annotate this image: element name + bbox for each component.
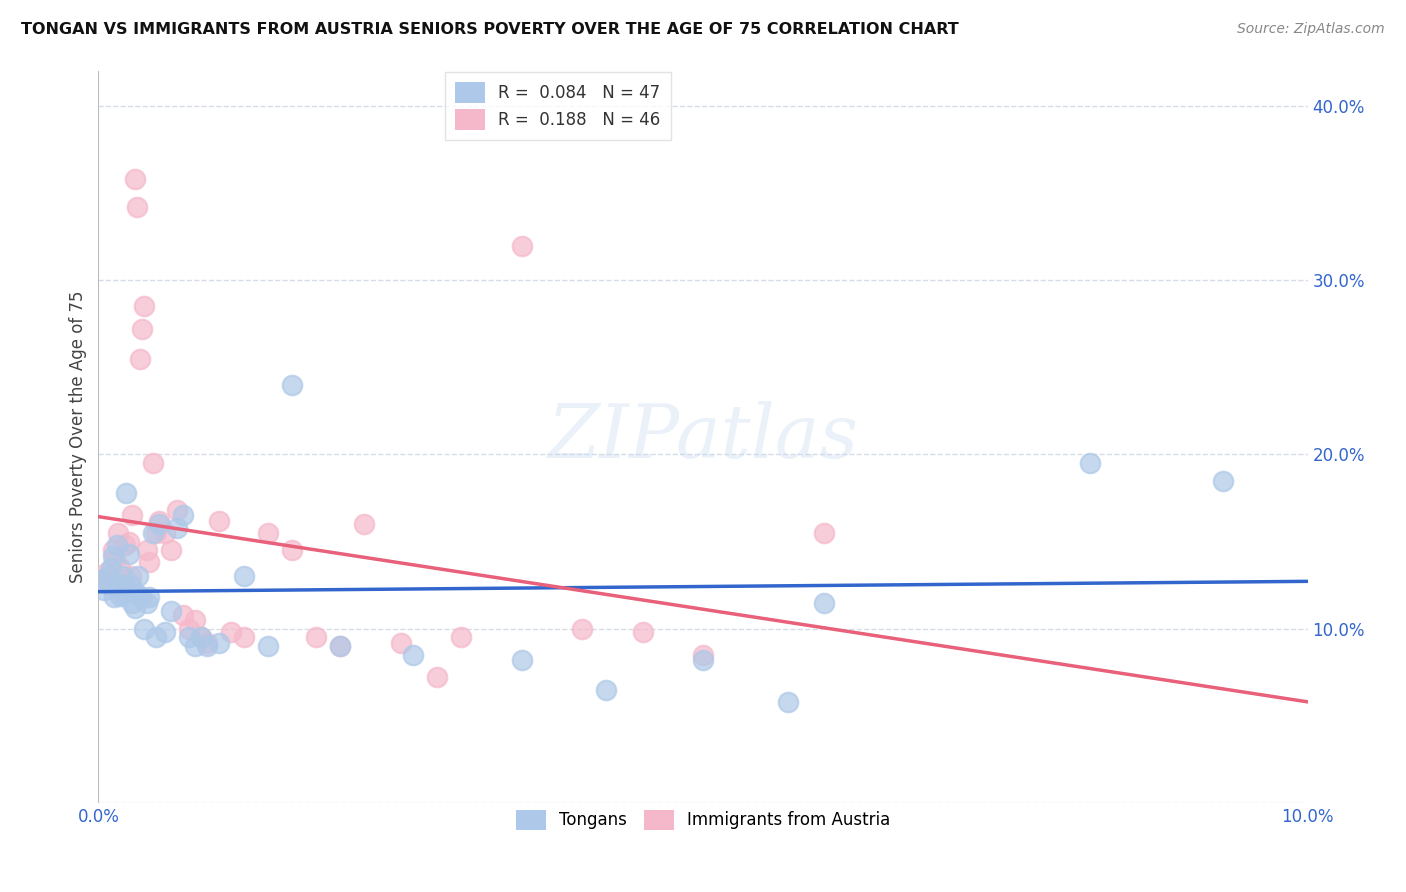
Y-axis label: Seniors Poverty Over the Age of 75: Seniors Poverty Over the Age of 75 (69, 291, 87, 583)
Point (100, 560, 122, 574)
Point (166, 521, 188, 535)
Point (232, 569, 254, 583)
Point (120, 569, 142, 583)
Point (256, 525, 278, 540)
Point (184, 639, 207, 653)
Point (145, 631, 167, 645)
Point (232, 631, 254, 645)
Point (160, 604, 183, 618)
Point (329, 639, 352, 653)
Point (510, 653, 533, 667)
Point (692, 653, 714, 667)
Point (111, 578, 134, 592)
Point (813, 525, 835, 540)
Point (101, 549, 124, 563)
Point (134, 300, 156, 314)
Point (129, 591, 152, 605)
Point (148, 514, 170, 528)
Point (127, 569, 149, 583)
Point (111, 587, 134, 601)
Point (104, 552, 127, 566)
Point (281, 377, 304, 392)
Point (124, 600, 146, 615)
Point (121, 508, 143, 523)
Point (142, 456, 165, 470)
Point (281, 543, 304, 558)
Point (153, 525, 176, 540)
Point (142, 525, 165, 540)
Point (93, 583, 115, 598)
Point (145, 525, 167, 540)
Point (179, 622, 201, 636)
Point (208, 514, 231, 528)
Point (208, 635, 231, 649)
Point (184, 613, 207, 627)
Point (128, 351, 150, 366)
Point (101, 543, 124, 558)
Point (631, 625, 654, 640)
Point (103, 591, 125, 605)
Point (172, 607, 194, 622)
Point (179, 631, 201, 645)
Point (153, 625, 176, 640)
Point (426, 670, 449, 684)
Point (389, 635, 412, 649)
Point (138, 556, 160, 570)
Point (1212, 474, 1234, 488)
Point (138, 591, 160, 605)
Point (813, 595, 835, 609)
Point (114, 578, 136, 592)
Point (402, 648, 425, 662)
Point (329, 639, 352, 653)
Point (135, 595, 157, 609)
Text: TONGAN VS IMMIGRANTS FROM AUSTRIA SENIORS POVERTY OVER THE AGE OF 75 CORRELATION: TONGAN VS IMMIGRANTS FROM AUSTRIA SENIOR… (21, 22, 959, 37)
Point (221, 625, 243, 640)
Point (118, 547, 141, 561)
Point (510, 238, 533, 252)
Point (118, 534, 141, 549)
Point (97, 569, 120, 583)
Point (108, 589, 131, 603)
Point (195, 639, 218, 653)
Point (305, 631, 328, 645)
Point (450, 631, 472, 645)
Point (111, 569, 134, 583)
Point (195, 635, 218, 649)
Point (160, 543, 183, 558)
Point (1078, 456, 1101, 470)
Point (115, 485, 138, 500)
Point (121, 595, 143, 609)
Point (256, 639, 278, 653)
Text: ZIPatlas: ZIPatlas (547, 401, 859, 474)
Point (98, 578, 121, 592)
Point (571, 622, 593, 636)
Point (166, 503, 188, 517)
Point (94, 566, 117, 580)
Point (91, 573, 114, 587)
Point (134, 622, 156, 636)
Point (353, 517, 375, 532)
Point (776, 695, 799, 709)
Point (120, 578, 142, 592)
Point (190, 631, 212, 645)
Point (91, 573, 114, 587)
Point (172, 508, 194, 523)
Point (107, 525, 129, 540)
Text: Source: ZipAtlas.com: Source: ZipAtlas.com (1237, 22, 1385, 37)
Point (148, 517, 170, 532)
Point (108, 560, 131, 574)
Point (105, 538, 128, 552)
Legend: Tongans, Immigrants from Austria: Tongans, Immigrants from Austria (508, 801, 898, 838)
Point (135, 543, 157, 558)
Point (124, 172, 146, 186)
Point (692, 648, 714, 662)
Point (595, 682, 617, 697)
Point (127, 587, 149, 601)
Point (131, 322, 153, 336)
Point (114, 538, 136, 552)
Point (108, 578, 131, 592)
Point (190, 631, 212, 645)
Point (127, 200, 149, 214)
